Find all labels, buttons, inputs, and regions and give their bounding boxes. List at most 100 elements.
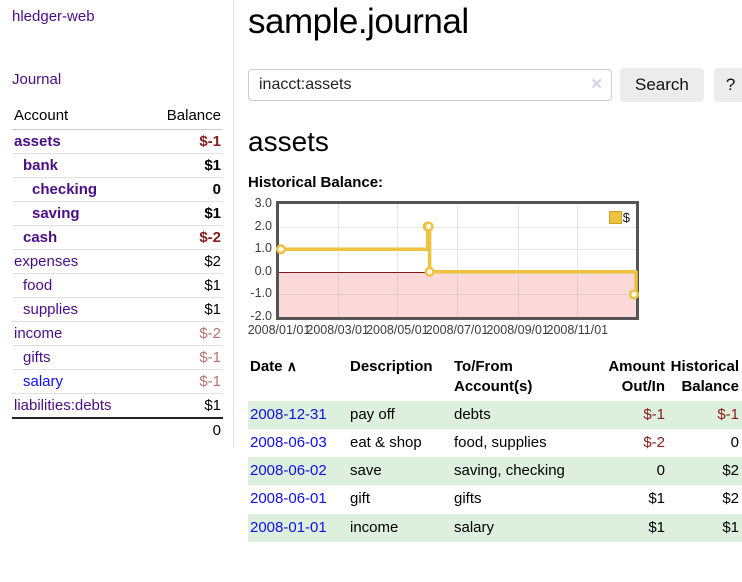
account-row: supplies $1 [12,297,223,322]
transaction-date-link[interactable]: 2008-06-03 [250,433,327,451]
chart-gridline [279,226,636,228]
register-cell-accounts: food, supplies [454,433,547,451]
chart-gridline [577,204,579,317]
account-balance: $1 [145,153,223,178]
accounts-table: Account Balance assets $-1 bank $1 checking 0… [12,104,223,442]
page-title: sample.journal [248,2,469,41]
account-row: bank $1 [12,153,223,178]
help-button[interactable]: ? [713,68,742,102]
app-title[interactable]: hledger-web [12,8,95,25]
register-cell-accounts: saving, checking [452,457,598,486]
register-cell-description: eat & shop [350,433,422,451]
x-axis-tick-label: 2008/11/01 [546,323,609,337]
register-cell-amount: $1 [648,490,665,508]
y-axis-tick-label: 2.0 [254,218,272,233]
x-axis-tick-label: 2008/03/01 [306,323,369,337]
register-cell-accounts: debts [452,400,598,429]
account-link[interactable]: cash [23,229,58,246]
account-row: income $-2 [12,321,223,346]
register-cell-date: 2008-06-01 [248,485,348,513]
account-row: saving $1 [12,201,223,226]
chart-gridline [279,249,636,251]
account-balance: 0 [145,177,223,202]
chart-series [275,221,640,300]
register-cell-balance: $-1 [668,400,742,429]
account-balance: $1 [145,201,223,226]
search-input[interactable] [248,69,612,101]
chart-label: Historical Balance: [248,174,384,191]
account-link[interactable]: saving [32,205,80,222]
account-link[interactable]: salary [23,373,64,390]
account-link[interactable]: assets [14,133,61,150]
register-table-body: 2008-12-31 pay off debts $-1 $-1 2008-06-03 ea… [248,400,742,542]
app: hledger-web Journal Account Balance asse… [12,0,742,542]
accounts-total-row: 0 [12,417,223,442]
account-link[interactable]: income [14,325,63,342]
transaction-date-link[interactable]: 2008-06-02 [250,462,327,479]
account-link[interactable]: food [23,277,53,294]
y-axis-tick-label: -2.0 [250,309,272,323]
transaction-date-link[interactable]: 2008-01-01 [250,518,327,536]
account-link[interactable]: bank [23,157,59,174]
transaction-date-link[interactable]: 2008-12-31 [250,405,327,423]
register-header-amount: Amount Out/In [608,358,665,396]
account-row: salary $-1 [12,369,223,394]
y-axis-tick-label: 0.0 [254,263,272,278]
account-row: cash $-2 [12,225,223,250]
account-row: checking 0 [12,177,223,202]
account-balance: $1 [145,273,223,298]
accounts-table-body: assets $-1 bank $1 checking 0 saving $1 cash $-2 e… [12,130,223,442]
accounts-header-account: Account [12,104,146,130]
y-axis-tick-label: -1.0 [250,286,272,301]
register-cell-balance: $2 [722,490,739,508]
account-row: liabilities:debts $1 [12,393,223,418]
register-cell-description: pay off [348,400,452,429]
register-header-accounts: To/From Account(s) [454,358,533,396]
chart-gridline [337,204,339,317]
register-cell-date: 2008-06-03 [248,429,348,457]
chart-gridline [457,204,458,317]
chart-plot-area: $ [275,201,640,320]
register-cell-accounts: salary [452,513,598,542]
account-link[interactable]: checking [32,181,98,198]
register-header-balance: Historical Balance [670,358,739,396]
account-page-title: assets [248,126,329,157]
register-cell-description: save [348,457,452,486]
account-link[interactable]: gifts [23,349,51,366]
x-axis-tick-label: 2008/09/01 [486,323,549,337]
register-cell-date: 2008-06-02 [248,457,348,486]
register-cell-description: gift [350,490,371,508]
accounts-header-balance: Balance [145,104,223,130]
account-row: expenses $2 [12,249,223,274]
register-row: 2008-06-03 eat & shop food, supplies $-2 0 [248,429,742,457]
chart-data-point [275,244,287,255]
account-link[interactable]: supplies [23,301,79,318]
clear-search-icon[interactable]: ✕ [590,76,603,93]
account-row: food $1 [12,273,223,298]
register-cell-balance: $2 [668,457,742,486]
journal-link[interactable]: Journal [12,71,62,88]
transaction-date-link[interactable]: 2008-06-01 [250,490,327,508]
account-balance: $2 [145,249,223,274]
x-axis-tick-label: 2008/05/01 [366,323,429,337]
x-axis-tick-label: 2008/01/01 [247,323,311,337]
register-row: 2008-12-31 pay off debts $-1 $-1 [248,400,742,429]
register-cell-amount: $-2 [643,433,665,451]
register-cell-amount: 0 [598,457,668,486]
y-axis-tick-label: 1.0 [254,241,272,256]
account-link[interactable]: expenses [14,253,79,270]
historical-balance-chart: $ 3.0 2.0 1.0 0.0 -1.0 -2.0 2008/01/01 2008/03/… [247,196,742,341]
account-row: gifts $-1 [12,345,223,370]
search-button[interactable]: Search [620,68,704,102]
account-balance: $-1 [199,133,221,150]
account-link[interactable]: liabilities:debts [14,397,112,414]
register-cell-balance: 0 [730,433,739,451]
register-row: 2008-06-02 save saving, checking 0 $2 [248,457,742,486]
search-box: ✕ [248,69,612,101]
register-header-date[interactable]: Date ∧ [250,358,297,375]
chart-negative-region [279,271,636,317]
sort-ascending-icon: ∧ [286,358,297,374]
chart-series-line [279,224,638,295]
register-row: 2008-06-01 gift gifts $1 $2 [248,485,742,513]
register-table: Date ∧ Description To/From Account(s) Am… [248,355,742,542]
